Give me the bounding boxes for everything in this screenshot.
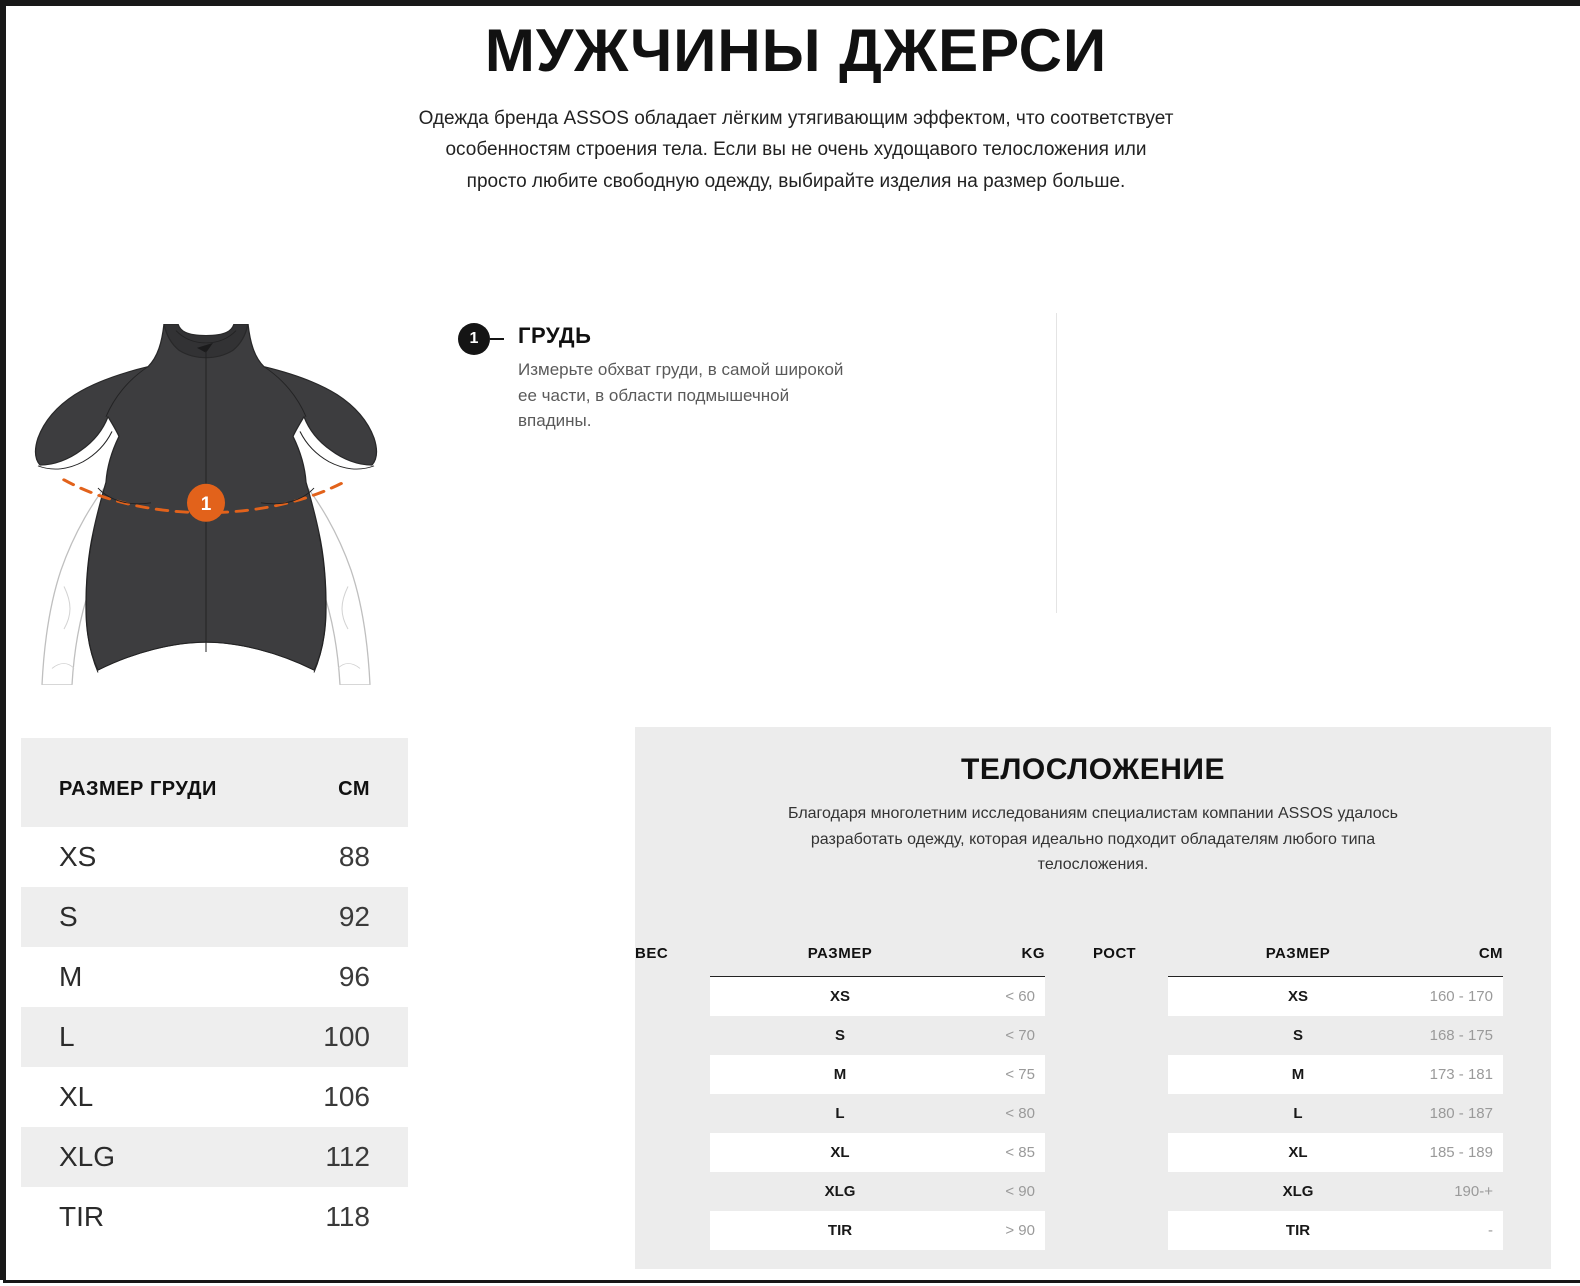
- svg-text:1: 1: [201, 494, 212, 515]
